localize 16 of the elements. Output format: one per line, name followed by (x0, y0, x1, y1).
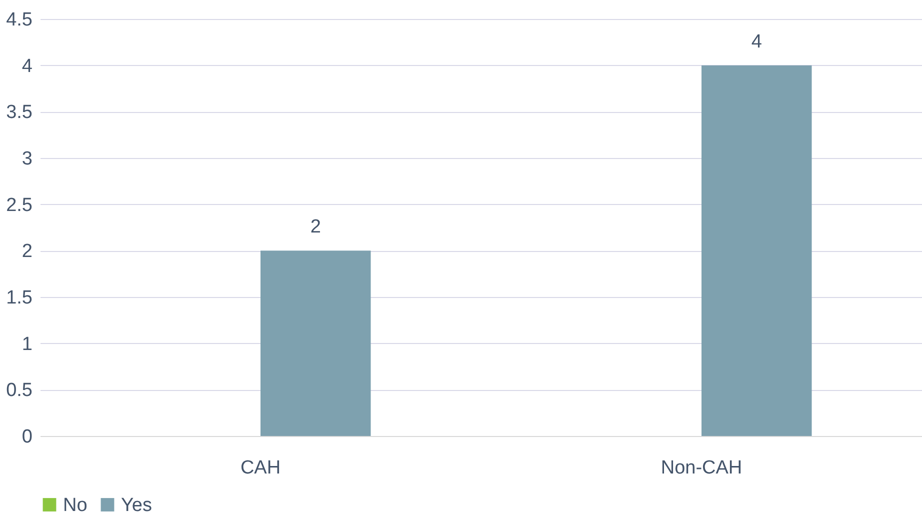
legend-label: No (63, 494, 88, 516)
y-tick-label: 3 (22, 148, 32, 170)
y-tick-label: 1.5 (6, 288, 32, 308)
y-tick-label: 3.5 (6, 102, 32, 124)
y-tick-label: 2.5 (6, 194, 32, 216)
x-tick-label: CAH (240, 458, 281, 478)
y-tick-label: 4.5 (6, 10, 32, 30)
y-tick-label: 2 (22, 241, 32, 262)
y-tick-label: 4 (22, 56, 33, 77)
y-tick-label: 0.5 (6, 380, 32, 402)
data-label: 4 (751, 31, 762, 52)
data-label: 2 (310, 216, 321, 238)
y-tick-label: 1 (22, 334, 32, 355)
legend-label: Yes (121, 494, 152, 516)
y-tick-label: 0 (22, 426, 32, 448)
x-tick-label: Non-CAH (660, 458, 742, 478)
